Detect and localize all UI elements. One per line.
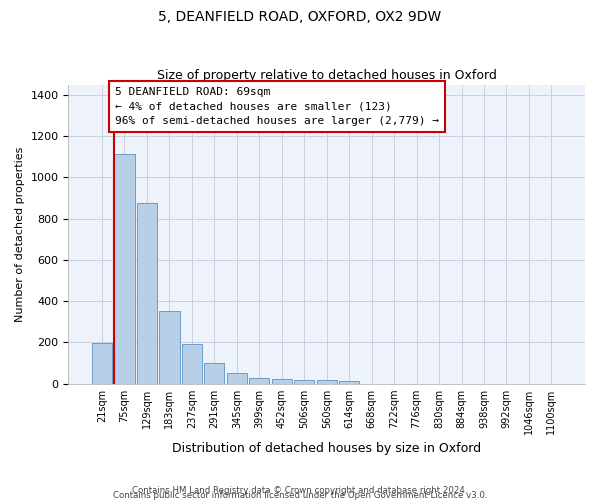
Bar xyxy=(115,154,134,384)
Bar xyxy=(204,363,224,384)
Bar xyxy=(137,203,157,384)
Bar xyxy=(272,379,292,384)
Bar xyxy=(227,373,247,384)
Text: 5 DEANFIELD ROAD: 69sqm
← 4% of detached houses are smaller (123)
96% of semi-de: 5 DEANFIELD ROAD: 69sqm ← 4% of detached… xyxy=(115,86,439,126)
Bar xyxy=(159,312,179,384)
Text: 5, DEANFIELD ROAD, OXFORD, OX2 9DW: 5, DEANFIELD ROAD, OXFORD, OX2 9DW xyxy=(158,10,442,24)
Bar xyxy=(317,380,337,384)
Bar xyxy=(294,380,314,384)
Text: Contains public sector information licensed under the Open Government Licence v3: Contains public sector information licen… xyxy=(113,491,487,500)
Bar xyxy=(249,378,269,384)
Text: Contains HM Land Registry data © Crown copyright and database right 2024.: Contains HM Land Registry data © Crown c… xyxy=(132,486,468,495)
Y-axis label: Number of detached properties: Number of detached properties xyxy=(15,146,25,322)
X-axis label: Distribution of detached houses by size in Oxford: Distribution of detached houses by size … xyxy=(172,442,481,455)
Bar xyxy=(339,381,359,384)
Bar xyxy=(182,344,202,384)
Title: Size of property relative to detached houses in Oxford: Size of property relative to detached ho… xyxy=(157,69,497,82)
Bar xyxy=(92,344,112,384)
